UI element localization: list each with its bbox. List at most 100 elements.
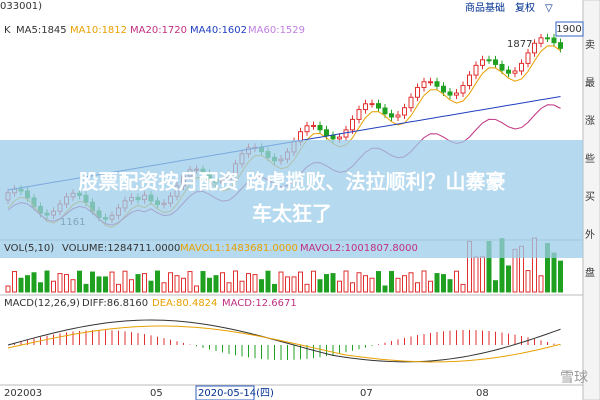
volume-bar xyxy=(538,275,544,293)
candle-body xyxy=(421,81,427,88)
volume-bar xyxy=(96,276,102,293)
volume-bar xyxy=(239,280,245,293)
volume-bar xyxy=(506,265,511,293)
volume-bar xyxy=(337,280,342,293)
volume-bar xyxy=(181,277,186,293)
candle-body xyxy=(499,63,505,71)
volume-bar xyxy=(311,270,316,293)
volume-bar xyxy=(395,277,401,293)
price-box xyxy=(555,21,584,37)
volume-bar xyxy=(447,279,453,293)
candle-body xyxy=(532,42,537,54)
candle-body xyxy=(311,124,316,127)
volume-bar xyxy=(90,271,95,293)
candle-body xyxy=(493,59,498,65)
candle-body xyxy=(441,85,446,93)
volume-bar xyxy=(25,275,30,293)
side-label: 卖 xyxy=(585,39,595,51)
candle-body xyxy=(428,81,433,84)
volume-bar xyxy=(493,280,498,293)
macd-label: MACD(12,26,9) xyxy=(4,298,80,309)
candle-body xyxy=(304,125,310,133)
side-label: 涨 xyxy=(585,115,595,127)
volume-bar xyxy=(64,274,69,293)
candle-body xyxy=(382,107,388,115)
button[interactable]: ▽ xyxy=(545,3,553,14)
ma: MA10:1812 xyxy=(70,25,127,36)
volume-bar xyxy=(57,273,63,293)
volume-bar xyxy=(12,271,17,293)
volume-bar xyxy=(343,270,349,293)
volume-bar xyxy=(265,270,271,293)
candle-body xyxy=(545,37,550,40)
volume-bar xyxy=(5,285,11,293)
volume-bar xyxy=(18,277,24,293)
x-label: 202003 xyxy=(4,388,42,399)
volume-bar xyxy=(129,279,134,293)
volume-bar xyxy=(441,274,446,293)
volume-bar xyxy=(161,282,167,293)
volume-bar xyxy=(135,274,141,293)
volume-bar xyxy=(233,270,238,293)
volume-bar xyxy=(83,283,89,293)
candle-body xyxy=(447,91,453,96)
volume-bar xyxy=(174,275,180,293)
banner-line: 车太狂了 xyxy=(252,202,332,226)
x-label: 2020-05-14(四) xyxy=(198,388,274,399)
macd-value: DEA:80.4824 xyxy=(152,298,217,309)
volume-bar xyxy=(70,279,76,293)
watermark: 雪球 xyxy=(560,370,588,386)
vol-value: MAVOL1:1483681.0000 xyxy=(180,243,298,254)
volume-bar xyxy=(525,270,531,293)
ma: MA40:1602 xyxy=(190,25,247,36)
volume-bar xyxy=(116,283,121,293)
volume-bar xyxy=(376,271,381,293)
vol-value: MAVOL2:1001807.8000 xyxy=(300,243,418,254)
volume-bar xyxy=(460,283,466,293)
volume-bar xyxy=(122,270,128,293)
volume-bar xyxy=(103,276,108,293)
volume-bar xyxy=(142,273,147,293)
banner-bg xyxy=(0,140,583,258)
volume-bar xyxy=(272,283,277,293)
volume-bar xyxy=(31,272,37,293)
candle-body xyxy=(376,103,381,109)
macd-value: MACD:12.6671 xyxy=(222,298,297,309)
side-label: 些 xyxy=(585,152,595,165)
volume-bar xyxy=(421,270,427,293)
volume-bar xyxy=(109,271,115,293)
candle-body xyxy=(324,129,329,137)
x-label: 08 xyxy=(476,388,489,399)
date-box xyxy=(195,385,255,400)
price-box-text: 1900 xyxy=(556,24,581,35)
volume-bar xyxy=(473,256,479,293)
volume-bar xyxy=(480,256,485,293)
volume-bar xyxy=(44,270,50,293)
x-label: 05 xyxy=(150,388,163,399)
vol-value: VOLUME:1284711.0000 xyxy=(62,243,180,254)
candle-body xyxy=(363,103,368,111)
button[interactable]: 复权 xyxy=(515,1,535,14)
candle-body xyxy=(369,103,375,106)
volume-bar xyxy=(194,285,199,293)
volume-bar xyxy=(298,271,303,293)
volume-bar xyxy=(38,282,43,293)
button[interactable]: 商品基础 xyxy=(465,1,505,14)
volume-bar xyxy=(382,285,388,293)
candle-body xyxy=(395,114,401,118)
side-label: 买 xyxy=(585,191,595,203)
volume-bar xyxy=(415,282,420,293)
candle-body xyxy=(434,81,440,87)
candle-body xyxy=(389,113,394,118)
volume-bar xyxy=(220,272,225,293)
volume-bar xyxy=(259,279,264,293)
volume-bar xyxy=(187,271,193,293)
volume-bar xyxy=(148,280,154,293)
candle-body xyxy=(402,107,407,116)
candle-body xyxy=(356,109,362,120)
volume-bar xyxy=(324,274,329,293)
volume-bar xyxy=(434,273,440,293)
macd-value: DIFF:86.8160 xyxy=(82,298,148,309)
volume-bar xyxy=(402,275,407,293)
